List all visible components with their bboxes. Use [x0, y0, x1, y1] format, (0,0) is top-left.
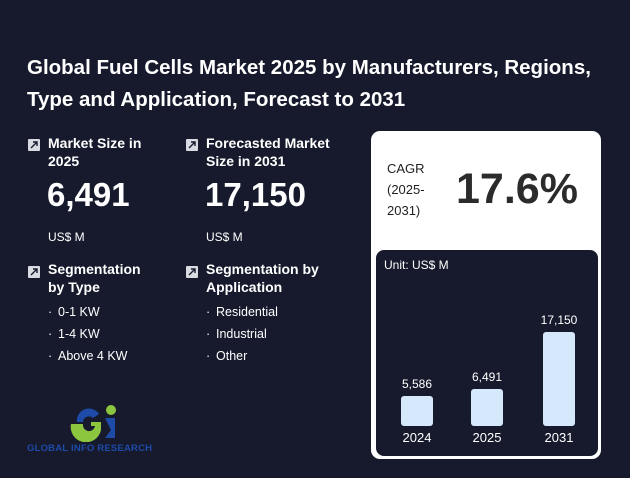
chart-unit-label: Unit: US$ M — [384, 258, 449, 272]
segmentation-type-label: Segmentation by Type — [48, 261, 141, 295]
bar-2031 — [543, 332, 575, 426]
gi-logo-icon — [70, 405, 116, 442]
arrow-up-right-icon — [186, 139, 198, 151]
forecast-size-label: Forecasted Market Size in 2031 — [206, 135, 330, 169]
value-label: 17,150 — [540, 313, 578, 327]
cagr-value: 17.6% — [456, 165, 578, 213]
arrow-up-right-icon — [28, 266, 40, 278]
arrow-up-right-icon — [28, 139, 40, 151]
list-item: · Above 4 KW — [48, 349, 128, 363]
list-item: · 1-4 KW — [48, 327, 100, 341]
x-tick-label: 2025 — [472, 430, 502, 445]
segmentation-application-list: · Residential · Industrial · Other — [206, 301, 278, 367]
value-label: 5,586 — [401, 377, 433, 391]
arrow-up-right-icon — [186, 266, 198, 278]
cagr-label: CAGR (2025-2031) — [387, 161, 425, 218]
segmentation-type-list: · 0-1 KW · 1-4 KW · Above 4 KW — [48, 301, 127, 367]
list-item: · Industrial — [206, 327, 267, 341]
list-item: · Residential — [206, 305, 278, 319]
company-logo: GLOBAL INFO RESEARCH — [27, 404, 157, 458]
page-title: Global Fuel Cells Market 2025 by Manufac… — [27, 56, 591, 111]
logo-text: GLOBAL INFO RESEARCH — [27, 443, 153, 454]
forecast-size-value: 17,150 — [205, 176, 306, 213]
market-size-bar-chart: Unit: US$ M 5,586 2024 6,491 2025 17,150 2031 — [376, 250, 598, 456]
segmentation-application-label: Segmentation by Application — [206, 261, 319, 295]
list-item: · Other — [206, 349, 248, 363]
value-label: 6,491 — [471, 370, 503, 384]
bar-2024 — [401, 396, 433, 426]
forecast-size-unit: US$ M — [206, 230, 243, 244]
list-item: · 0-1 KW — [48, 305, 100, 319]
market-size-value: 6,491 — [47, 176, 130, 213]
x-tick-label: 2031 — [544, 430, 574, 445]
x-tick-label: 2024 — [402, 430, 432, 445]
market-size-label: Market Size in 2025 — [48, 135, 142, 169]
bar-2025 — [471, 389, 503, 426]
market-size-unit: US$ M — [48, 230, 85, 244]
